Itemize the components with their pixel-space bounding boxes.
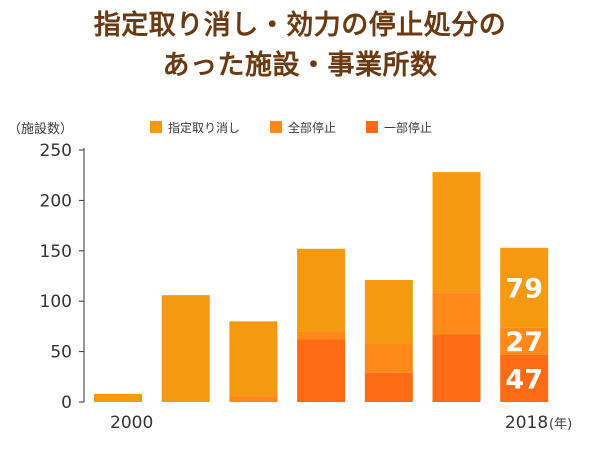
bar-segment-7-series-3 (500, 247, 549, 328)
legend-label-partial-suspension: 一部停止 (384, 120, 433, 135)
bar-segment-4-series-3 (297, 248, 346, 332)
bar-segment-7-series-2 (500, 327, 549, 355)
bar-segment-4-series-2 (297, 331, 346, 340)
bar-segment-7-series-1 (500, 354, 549, 402)
y-axis-label: （施設数） (8, 122, 74, 137)
legend-swatch-full-suspension (270, 121, 283, 133)
data-label-series-1: 47 (505, 364, 543, 395)
legend-item-full-suspension: 全部停止 (270, 119, 336, 136)
bar-segment-5-series-2 (364, 343, 413, 373)
chart-title-line2: あった施設・事業所数 (162, 50, 438, 81)
y-tick-label: 250 (40, 141, 72, 161)
bar-segment-4-series-1 (297, 339, 346, 402)
bar-segment-2-series-3 (161, 295, 210, 402)
bar-segment-5-series-1 (364, 372, 413, 402)
legend-label-revocation: 指定取り消し (168, 120, 241, 135)
chart-title-line1: 指定取り消し・効力の停止処分の (93, 10, 507, 41)
bar-segment-6-series-2 (432, 292, 481, 335)
bar-segment-5-series-3 (364, 280, 413, 344)
y-tick-label: 0 (61, 393, 72, 413)
legend: 指定取り消し 全部停止 一部停止 (150, 118, 462, 136)
bar-segment-6-series-1 (432, 334, 481, 402)
legend-item-revocation: 指定取り消し (150, 119, 240, 136)
y-tick-label: 150 (40, 242, 72, 262)
chart-title: 指定取り消し・効力の停止処分の あった施設・事業所数 (0, 6, 600, 86)
legend-item-partial-suspension: 一部停止 (366, 119, 432, 136)
y-tick-label: 50 (50, 343, 72, 363)
x-tick-label-first: 2000 (110, 413, 153, 433)
x-tick-label-last: 2018 (505, 413, 548, 433)
legend-label-full-suspension: 全部停止 (288, 120, 337, 135)
data-label-series-2: 27 (505, 327, 543, 358)
data-label-series-3: 79 (505, 274, 543, 305)
bar-segment-1-series-3 (94, 393, 142, 402)
y-tick-label: 200 (40, 191, 72, 211)
x-axis-unit: (年) (549, 417, 573, 432)
y-tick-label: 100 (40, 292, 72, 312)
legend-swatch-revocation (150, 121, 162, 133)
bar-segment-3-series-2 (229, 395, 278, 402)
bar-segment-6-series-3 (432, 172, 481, 293)
bar-segment-3-series-3 (229, 321, 278, 396)
legend-swatch-partial-suspension (366, 121, 379, 133)
